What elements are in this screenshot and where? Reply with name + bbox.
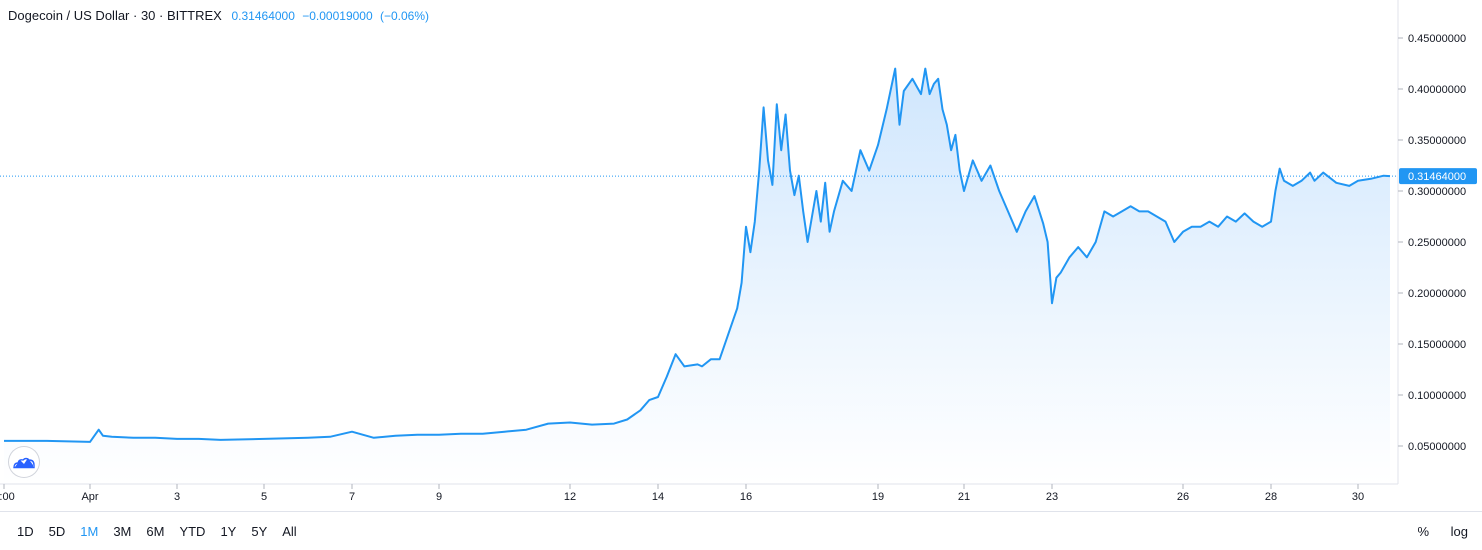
price-change: −0.00019000 — [302, 9, 373, 23]
x-tick-label: 3:00 — [0, 491, 15, 503]
x-tick-label: 9 — [436, 491, 442, 503]
range-button-5y[interactable]: 5Y — [251, 524, 268, 539]
y-tick-label: 0.45000000 — [1408, 33, 1466, 45]
x-tick-label: 7 — [349, 491, 355, 503]
x-tick-label: 26 — [1177, 491, 1189, 503]
scale-buttons: % log — [1399, 524, 1468, 539]
last-price: 0.31464000 — [231, 9, 295, 23]
x-tick-label: 5 — [261, 491, 267, 503]
x-tick-label: 14 — [652, 491, 664, 503]
price-values: 0.31464000 −0.00019000 (−0.06%) — [231, 9, 433, 23]
y-tick-label: 0.30000000 — [1408, 186, 1466, 198]
y-tick-label: 0.10000000 — [1408, 390, 1466, 402]
range-button-3m[interactable]: 3M — [113, 524, 132, 539]
plot-area — [0, 67, 1398, 484]
y-tick-label: 0.20000000 — [1408, 288, 1466, 300]
log-scale-button[interactable]: log — [1450, 524, 1468, 539]
cloud-chart-icon — [13, 457, 35, 469]
x-tick-label: 23 — [1046, 491, 1058, 503]
range-button-all[interactable]: All — [282, 524, 297, 539]
x-tick-label: 3 — [174, 491, 180, 503]
y-tick-label: 0.35000000 — [1408, 135, 1466, 147]
percent-scale-button[interactable]: % — [1417, 524, 1430, 539]
chart-header: Dogecoin / US Dollar · 30 · BITTREX 0.31… — [8, 8, 433, 23]
tradingview-logo[interactable] — [9, 447, 39, 477]
range-button-ytd[interactable]: YTD — [179, 524, 206, 539]
bottom-toolbar: 1D 5D 1M 3M 6M YTD 1Y 5Y All % log — [0, 511, 1482, 550]
x-tick-label: 28 — [1265, 491, 1277, 503]
price-line — [4, 67, 1391, 443]
y-tick-label: 0.40000000 — [1408, 84, 1466, 96]
x-tick-label: 30 — [1352, 491, 1364, 503]
range-selector: 1D 5D 1M 3M 6M YTD 1Y 5Y All — [17, 524, 312, 539]
time-axis[interactable]: 3:00 Apr 3 5 7 9 12 14 16 19 21 23 26 28 30 — [0, 484, 1364, 503]
last-price-label: 0.31464000 — [1399, 168, 1477, 185]
x-tick-label: 21 — [958, 491, 970, 503]
range-button-6m[interactable]: 6M — [146, 524, 165, 539]
x-tick-label: 12 — [564, 491, 576, 503]
last-price-label-text: 0.31464000 — [1408, 171, 1466, 183]
range-button-1m[interactable]: 1M — [80, 524, 99, 539]
x-tick-label: 16 — [740, 491, 752, 503]
price-change-pct: (−0.06%) — [379, 9, 430, 23]
y-tick-label: 0.15000000 — [1408, 339, 1466, 351]
range-button-5d[interactable]: 5D — [48, 524, 66, 539]
price-axis[interactable]: 0.45000000 0.40000000 0.35000000 0.30000000… — [1398, 33, 1466, 453]
symbol-title: Dogecoin / US Dollar · 30 · BITTREX — [8, 8, 222, 23]
range-button-1y[interactable]: 1Y — [220, 524, 237, 539]
range-button-1d[interactable]: 1D — [17, 524, 34, 539]
y-tick-label: 0.05000000 — [1408, 441, 1466, 453]
price-area-fill — [4, 68, 1390, 484]
last-price-label-bg — [1399, 168, 1477, 185]
x-tick-label: 19 — [872, 491, 884, 503]
x-tick-label: Apr — [81, 491, 98, 503]
price-chart[interactable]: 0.45000000 0.40000000 0.35000000 0.30000000… — [0, 0, 1482, 511]
y-tick-label: 0.25000000 — [1408, 237, 1466, 249]
